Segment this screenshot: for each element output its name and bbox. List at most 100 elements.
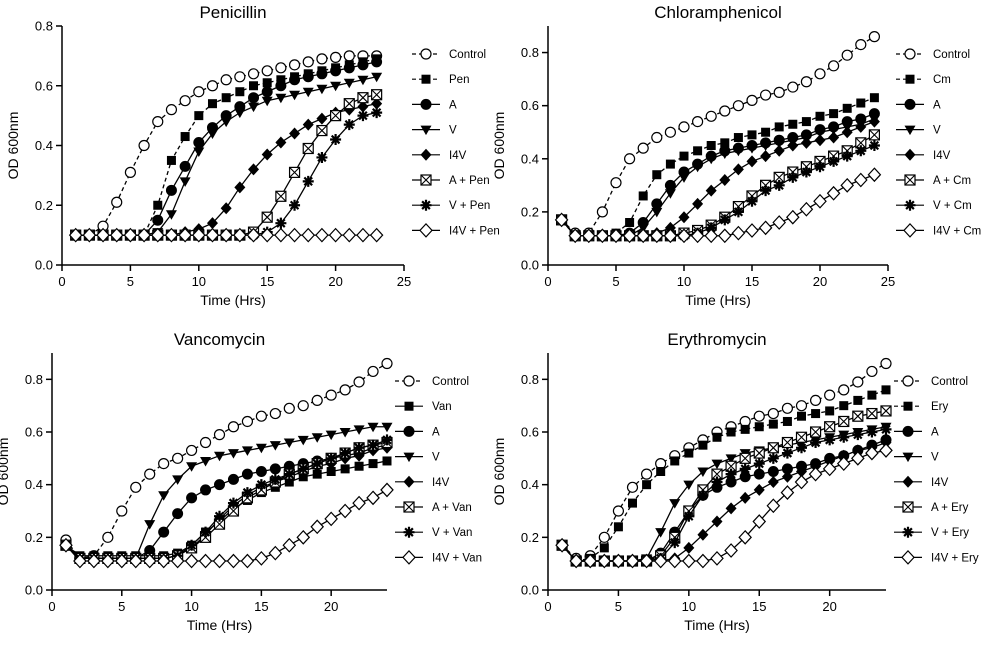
vancomycin-point-van (354, 461, 364, 471)
erythromycin-point-control (781, 402, 794, 414)
penicillin-x-tick-label: 20 (328, 274, 342, 289)
penicillin-point-control (220, 74, 232, 86)
erythromycin-legend-label: Ery (931, 401, 949, 413)
vancomycin-y-tick-label: 0.4 (25, 477, 43, 492)
erythromycin-point-i4v-ery (667, 553, 682, 569)
vancomycin-point-v-van (227, 497, 239, 509)
penicillin-point-i4v (248, 163, 260, 176)
penicillin-point-pen (262, 78, 272, 88)
vancomycin-point-i4v-van (212, 553, 227, 569)
vancomycin-point-i4v-van (59, 537, 73, 553)
penicillin-point-i4v-pen (246, 227, 261, 243)
erythromycin-x-tick-label: 15 (752, 599, 766, 614)
penicillin-legend: Control Pen A V I4V A + Pen V + Pen I4V + Pen (412, 48, 500, 238)
penicillin-point-i4v-pen (178, 227, 192, 243)
vancomycin-point-v-van (311, 458, 323, 470)
penicillin-point-v-pen (330, 134, 342, 146)
penicillin-point-a-pen (288, 166, 301, 178)
vancomycin-point-v (227, 449, 239, 459)
chloramphenicol-y-axis-label: OD 600nm (491, 112, 507, 180)
chloramphenicol-legend-marker-i4v (904, 148, 916, 161)
chloramphenicol-legend-label: Cm (933, 74, 951, 86)
erythromycin-x-tick-label: 20 (822, 599, 836, 614)
chloramphenicol-point-i4v-cm (595, 228, 610, 244)
chloramphenicol-point-control (732, 100, 745, 112)
chloramphenicol-point-v-cm (787, 171, 799, 183)
penicillin-y-tick-label: 0.8 (35, 19, 53, 34)
erythromycin-series-line-v-ery (561, 428, 887, 562)
chloramphenicol-point-cm (665, 159, 675, 169)
erythromycin-point-ery (642, 480, 652, 490)
vancomycin-point-v-van (200, 526, 212, 538)
penicillin-point-control (193, 86, 205, 98)
vancomycin-point-v (172, 475, 184, 485)
erythromycin-point-a-ery (809, 426, 822, 438)
vancomycin-point-van (326, 467, 336, 476)
chloramphenicol-point-i4v-cm (663, 228, 678, 244)
chloramphenicol-point-control (800, 76, 813, 88)
erythromycin-point-ery (782, 416, 792, 426)
penicillin-point-i4v-pen (150, 227, 165, 243)
erythromycin-point-a-ery (824, 421, 836, 433)
erythromycin-point-i4v-ery (865, 445, 879, 461)
erythromycin-point-control (838, 384, 850, 396)
vancomycin-point-van (382, 456, 392, 466)
penicillin-point-a (261, 86, 273, 98)
chloramphenicol-point-control (746, 94, 758, 106)
penicillin-point-i4v-pen (123, 227, 138, 243)
erythromycin-y-tick-label: 0.6 (521, 425, 539, 440)
penicillin-chart: Penicillin 0 5 10 15 20 25 0.0 0.2 0.4 0.6 0.8 Time … (5, 3, 500, 308)
penicillin-legend-marker-v (420, 125, 432, 136)
penicillin-legend-label: Pen (449, 74, 469, 86)
vancomycin-x-tick-label: 5 (118, 599, 125, 614)
penicillin-point-i4v-pen (68, 227, 83, 243)
vancomycin-point-control (116, 505, 128, 517)
erythromycin-point-control (612, 505, 625, 517)
erythromycin-legend-entry-v: V (894, 452, 939, 464)
erythromycin-point-v-ery (711, 476, 723, 488)
penicillin-point-pen (194, 111, 204, 121)
chloramphenicol-legend-entry-a: A (896, 98, 941, 111)
vancomycin-point-v-van (255, 479, 267, 491)
penicillin-legend-marker-a (420, 98, 432, 110)
erythromycin-legend-label: I4V + Ery (931, 552, 979, 564)
chloramphenicol-legend-label: Control (933, 49, 970, 61)
vancomycin-x-tick-label: 0 (48, 599, 55, 614)
erythromycin-legend-marker-i4v-ery (901, 550, 915, 565)
vancomycin-point-v (367, 422, 379, 433)
penicillin-x-tick-label: 15 (260, 274, 274, 289)
erythromycin-point-control (626, 481, 639, 493)
erythromycin-point-v-ery (683, 510, 695, 522)
chloramphenicol-x-tick-label: 0 (544, 274, 551, 289)
penicillin-point-i4v (316, 112, 328, 125)
penicillin-point-pen (276, 75, 286, 85)
penicillin-point-a-pen (330, 110, 342, 122)
vancomycin-point-v (200, 456, 212, 467)
vancomycin-point-i4v-van (338, 503, 352, 519)
erythromycin-point-i4v (781, 470, 793, 483)
vancomycin-point-control (172, 452, 184, 464)
chloramphenicol-point-control (651, 131, 663, 144)
chloramphenicol-point-i4v (732, 163, 744, 176)
chloramphenicol-legend-marker-a-cm (904, 174, 916, 186)
chloramphenicol-point-i4v (719, 174, 731, 187)
vancomycin-point-control (158, 458, 170, 470)
chloramphenicol-legend-entry-control: Control (896, 48, 970, 61)
chloramphenicol-point-i4v-cm (799, 201, 814, 217)
vancomycin-point-i4v-van (268, 545, 283, 561)
chloramphenicol-point-i4v (746, 155, 758, 168)
chloramphenicol-y-tick-label: 0.0 (521, 258, 539, 273)
vancomycin-legend-label: Van (432, 401, 452, 413)
penicillin-point-v (206, 129, 218, 140)
vancomycin-point-i4v-van (366, 490, 380, 506)
vancomycin-point-i4v-van (380, 482, 394, 498)
erythromycin-legend-entry-control: Control (894, 375, 968, 388)
erythromycin-point-i4v-ery (836, 456, 851, 471)
erythromycin-point-i4v-ery (597, 553, 612, 569)
chloramphenicol-legend-entry-i4v-cm: I4V + Cm (896, 223, 981, 238)
chloramphenicol-point-cm (693, 146, 703, 156)
penicillin-point-v-pen (289, 199, 301, 211)
penicillin-point-v (357, 75, 369, 86)
penicillin-point-control (111, 196, 123, 208)
penicillin-point-a (165, 184, 177, 196)
